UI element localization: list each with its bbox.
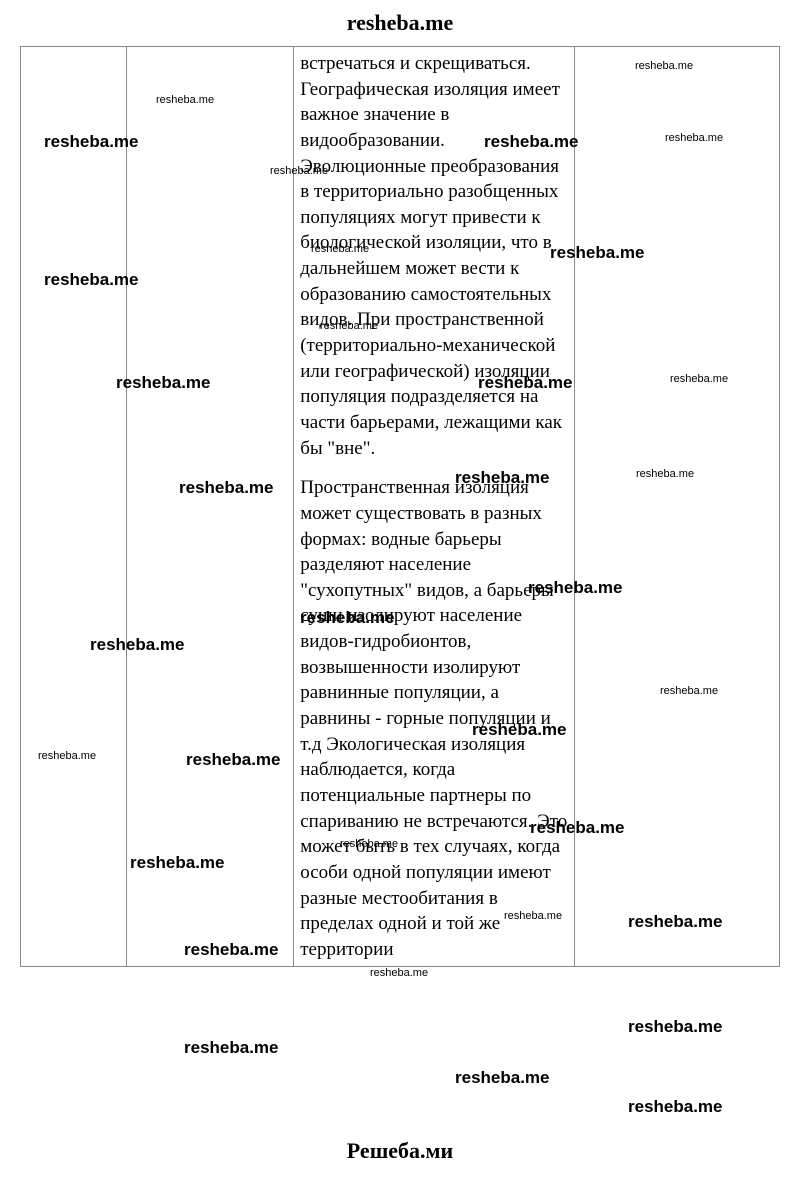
col3-para2: Пространственная изоляция может существо…: [300, 475, 568, 962]
col3-para1: встречаться и скрещиваться. Географическ…: [300, 51, 568, 461]
cell-col4: [575, 47, 780, 967]
watermark-text: resheba.me: [455, 1068, 550, 1088]
cell-col2: [127, 47, 294, 967]
cell-col1: [21, 47, 127, 967]
header-title: resheba.me: [347, 10, 454, 35]
footer-title: Решеба.ми: [347, 1138, 453, 1163]
watermark-text: resheba.me: [184, 1038, 279, 1058]
watermark-text: resheba.me: [370, 967, 428, 979]
cell-col3: встречаться и скрещиваться. Географическ…: [294, 47, 575, 967]
page-footer: Решеба.ми: [0, 1128, 800, 1174]
page-header: resheba.me: [0, 0, 800, 46]
watermark-text: resheba.me: [628, 1017, 723, 1037]
content-table: встречаться и скрещиваться. Географическ…: [20, 46, 780, 967]
table-row: встречаться и скрещиваться. Географическ…: [21, 47, 780, 967]
table-container: встречаться и скрещиваться. Географическ…: [20, 46, 780, 967]
watermark-text: resheba.me: [628, 1097, 723, 1117]
